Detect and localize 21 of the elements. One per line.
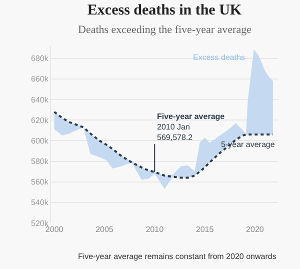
x-tick-label: 2000 [45, 225, 64, 234]
x-tick-label: 2010 [146, 225, 164, 234]
text: Five-year average remains constant from 2020 onwards [78, 252, 276, 261]
x-tick-label: 2005 [96, 225, 114, 234]
y-tick-label: 580k [31, 157, 50, 166]
series-label: 5-year average [221, 140, 276, 149]
annotation: Excess deaths [193, 53, 246, 62]
y-tick-label: 660k [31, 74, 50, 84]
line-series [53, 110, 274, 179]
x-tick-label: 2020 [246, 225, 264, 234]
y-tick-label: 640k [31, 95, 50, 104]
x-tick-label: 2015 [196, 225, 214, 234]
annotation: Five-year average 2010 Jan 569,578.2 [157, 112, 226, 142]
chart-title: Excess deaths in the UK [87, 2, 242, 19]
y-tick-label: 620k [31, 116, 50, 125]
y-tick-label: 560k [31, 178, 50, 187]
y-tick-label: 600k [31, 136, 50, 146]
y-tick-label: 540k [31, 198, 50, 208]
y-tick-label: 680k [31, 54, 50, 64]
chart-subtitle: Deaths exceeding the five-year average [78, 24, 252, 36]
y-tick-label: 520k [31, 218, 50, 228]
